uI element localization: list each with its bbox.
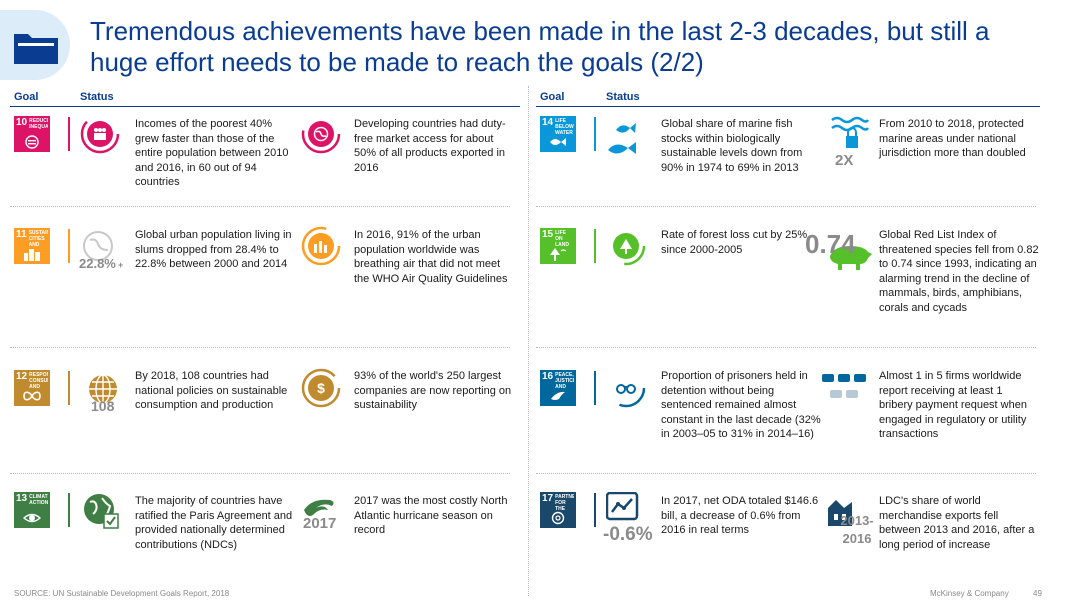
row-16-text-a: Proportion of prisoners held in detentio… <box>661 370 821 440</box>
goal-accent-bar <box>68 493 70 527</box>
dove-icon <box>551 391 565 400</box>
page-title: Tremendous achievements have been made i… <box>90 16 990 77</box>
status-11b <box>301 226 341 266</box>
fish-icon <box>604 118 642 169</box>
row-16-text-b: Almost 1 in 5 firms worldwide report rec… <box>879 370 1027 440</box>
ldc-value: 2013-2016 <box>840 513 874 546</box>
goal-accent-bar <box>68 229 70 263</box>
sdg-10-tile: 10REDUCED INEQUALITIES <box>14 116 50 152</box>
goal-header-right: Goal <box>540 91 565 103</box>
tree-bird-icon <box>550 248 567 261</box>
header-rule-left <box>10 106 520 107</box>
row-separator <box>10 347 510 348</box>
row-12-text-b: 93% of the world's 250 largest companies… <box>354 370 512 411</box>
row-17-text-a: In 2017, net ODA totaled $146.6 bill, a … <box>661 495 819 536</box>
source-note: SOURCE: UN Sustainable Development Goals… <box>14 589 230 598</box>
chart-trend-icon <box>605 491 640 527</box>
slum-value: 22.8% <box>79 256 116 271</box>
globe-icon <box>80 228 116 269</box>
marine-value: 2X <box>835 152 854 169</box>
goal-accent-bar <box>68 371 70 405</box>
row-separator <box>10 206 510 207</box>
factory-export-icon <box>826 494 856 533</box>
row-14-text-a: Global share of marine fish stocks withi… <box>661 118 803 174</box>
folder-icon <box>14 34 58 64</box>
inequality-icon <box>25 135 39 149</box>
row-11-text-a: Global urban population living in slums … <box>135 229 292 270</box>
row-14-text-b: From 2010 to 2018, protected marine area… <box>879 118 1026 159</box>
goal-accent-bar <box>594 493 596 527</box>
goal-header-left: Goal <box>14 91 39 103</box>
tree-icon <box>613 233 639 259</box>
row-17-text-b: LDC's share of world merchandise exports… <box>879 495 1035 551</box>
infinity-icon <box>23 391 41 401</box>
row-10-text-b: Developing countries had duty-free marke… <box>354 118 506 174</box>
sdg-17-tile: 17PARTNERSHIPS FOR THE GOALS <box>540 492 576 528</box>
sdg-13-tile: 13CLIMATE ACTION <box>14 492 50 528</box>
status-header-left: Status <box>80 91 114 103</box>
row-separator <box>536 473 1036 474</box>
year-value: 2017 <box>303 515 337 532</box>
status-header-right: Status <box>606 91 640 103</box>
row-12-text-a: By 2018, 108 countries had national poli… <box>135 370 288 411</box>
sdg-12-tile: 12RESPONSIBLE CONSUMPTION AND PRODUCTION <box>14 370 50 406</box>
policies-value: 108 <box>91 398 115 414</box>
factory-icon <box>308 233 334 259</box>
boar-icon <box>826 240 874 277</box>
status-12b: $ <box>301 368 341 408</box>
money-hands-icon <box>820 372 876 409</box>
row-separator <box>536 206 1036 207</box>
sdg-11-tile: 11SUSTAINABLE CITIES AND COMMUNITIES <box>14 228 50 264</box>
slum-arrow: + <box>118 260 124 270</box>
money-plant-icon: $ <box>308 375 334 401</box>
city-icon <box>24 249 40 261</box>
globe-grid-icon <box>86 372 120 411</box>
company-name: McKinsey & Company <box>930 589 1009 598</box>
globe-trade-icon <box>308 121 334 147</box>
row-10-text-a: Incomes of the poorest 40% grew faster t… <box>135 118 289 188</box>
status-10b <box>301 114 341 154</box>
sdg-14-tile: 14 LIFE BELOW WATER <box>540 116 576 152</box>
handcuffs-icon <box>613 375 639 401</box>
row-separator <box>536 347 1036 348</box>
goal-accent-bar <box>68 117 70 151</box>
status-10a <box>80 114 120 154</box>
eye-globe-icon <box>23 513 41 523</box>
page-number: 49 <box>1033 589 1042 598</box>
goal-accent-bar <box>594 117 596 151</box>
people-icon <box>87 121 113 147</box>
oda-value: -0.6% <box>603 524 653 545</box>
rings-icon <box>551 511 565 525</box>
fish-icon <box>550 138 566 146</box>
goal-accent-bar <box>594 371 596 405</box>
row-13-text-b: 2017 was the most costly North Atlantic … <box>354 495 508 536</box>
row-separator <box>10 473 510 474</box>
row-15-text-b: Global Red List Index of threatened spec… <box>879 229 1039 314</box>
waves-lock-icon <box>830 114 870 161</box>
column-divider <box>528 86 529 596</box>
globe-check-icon <box>82 492 120 535</box>
goal-accent-bar <box>594 229 596 263</box>
row-13-text-a: The majority of countries have ratified … <box>135 495 293 551</box>
row-11-text-b: In 2016, 91% of the urban population wor… <box>354 229 508 285</box>
row-15-text-a: Rate of forest loss cut by 25% since 200… <box>661 229 808 256</box>
redlist-value: 0.74 <box>805 229 856 259</box>
status-15a <box>606 226 646 266</box>
hurricane-icon <box>302 496 338 527</box>
header-rule-right <box>536 106 1040 107</box>
sdg-15-tile: 15 LIFE ON LAND <box>540 228 576 264</box>
status-16a <box>606 368 646 408</box>
